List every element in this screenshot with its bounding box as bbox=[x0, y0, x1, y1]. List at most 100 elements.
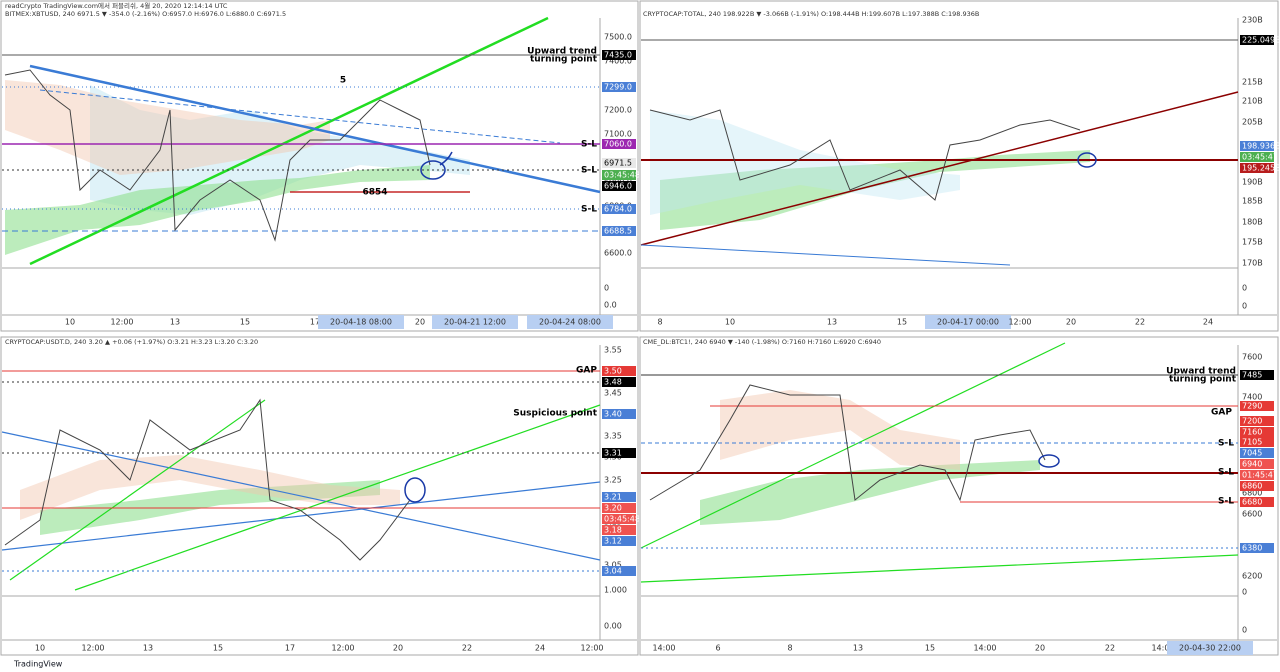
footer-logo: TradingView bbox=[13, 660, 63, 669]
price-label-box bbox=[602, 448, 636, 458]
price-label: 6680 bbox=[1242, 498, 1262, 507]
time-label: 13 bbox=[853, 644, 863, 653]
price-label-box bbox=[602, 525, 636, 535]
price-label-box bbox=[1240, 481, 1274, 491]
price-label: 3.04 bbox=[604, 567, 622, 576]
price-label: 7200 bbox=[1242, 417, 1262, 426]
time-label: 22 bbox=[1105, 644, 1115, 653]
time-label: 10 bbox=[35, 644, 45, 653]
price-label-box bbox=[602, 226, 636, 236]
time-label: 12:00 bbox=[1008, 318, 1031, 327]
price-tick: 7500.0 bbox=[604, 33, 632, 42]
time-label: 20 bbox=[393, 644, 403, 653]
time-label: 20-04-24 08:00 bbox=[539, 318, 601, 327]
price-tick: 7400 bbox=[1242, 393, 1262, 402]
price-tick: 185B bbox=[1242, 197, 1263, 206]
time-label-box bbox=[925, 315, 1011, 329]
time-label: 24 bbox=[1203, 318, 1213, 327]
time-label: 12:00 bbox=[81, 644, 104, 653]
price-tick: 7200.0 bbox=[604, 106, 632, 115]
price-label: 3.50 bbox=[604, 367, 622, 376]
symbol-line: BITMEX:XBTUSD, 240 6971.5 ▼ -354.0 (-2.1… bbox=[5, 10, 286, 18]
time-label: 20 bbox=[1066, 318, 1076, 327]
time-label: 15 bbox=[240, 318, 250, 327]
price-label-box bbox=[1240, 543, 1274, 553]
time-label: 12:00 bbox=[580, 644, 603, 653]
time-label: 20-04-17 00:00 bbox=[937, 318, 999, 327]
price-label-box bbox=[602, 158, 636, 168]
price-label: 6688.5 bbox=[604, 227, 632, 236]
time-label-box bbox=[527, 315, 613, 329]
price-label: 6860 bbox=[1242, 482, 1262, 491]
indicator-tick: 0.00 bbox=[604, 622, 622, 631]
price-label: 195.245B bbox=[1242, 164, 1280, 173]
price-label: 6940 bbox=[1242, 460, 1262, 469]
price-label-box bbox=[1240, 448, 1274, 458]
time-label: 14:00 bbox=[652, 644, 675, 653]
price-tick: 210B bbox=[1242, 97, 1263, 106]
time-label: 20 bbox=[1035, 644, 1045, 653]
price-tick: 3.45 bbox=[604, 389, 622, 398]
price-label-box bbox=[602, 82, 636, 92]
annotation: S-L bbox=[581, 205, 597, 215]
price-label: 3.40 bbox=[604, 410, 622, 419]
price-label: 7105 bbox=[1242, 438, 1262, 447]
time-label-box bbox=[432, 315, 518, 329]
price-tick: 180B bbox=[1242, 218, 1263, 227]
chart-drawings-3 bbox=[1, 370, 601, 591]
price-label-box bbox=[602, 514, 636, 524]
price-label: 03:45:48 bbox=[604, 515, 640, 524]
time-label: 6 bbox=[715, 644, 720, 653]
price-label-box bbox=[1240, 427, 1274, 437]
price-tick: 6800 bbox=[1242, 489, 1262, 498]
annotation: Upward trend bbox=[527, 47, 597, 57]
price-tick: 175B bbox=[1242, 238, 1263, 247]
price-label: 03:45:47 bbox=[1242, 153, 1278, 162]
price-label-box bbox=[602, 204, 636, 214]
time-label-box bbox=[1167, 641, 1253, 655]
price-label: 3.18 bbox=[604, 526, 622, 535]
annotation: GAP bbox=[1211, 408, 1232, 418]
annotation: S-L bbox=[1218, 497, 1234, 507]
time-label: 13 bbox=[827, 318, 837, 327]
price-tick: 6200 bbox=[1242, 572, 1262, 581]
time-label: 15 bbox=[213, 644, 223, 653]
time-label: 20-04-18 08:00 bbox=[330, 318, 392, 327]
time-label-box bbox=[318, 315, 404, 329]
time-label: 22 bbox=[462, 644, 472, 653]
symbol-line: CRYPTOCAP:USDT.D, 240 3.20 ▲ +0.06 (+1.9… bbox=[5, 338, 258, 346]
annotation: 5 bbox=[340, 76, 346, 86]
price-label-box bbox=[1240, 416, 1274, 426]
annotation: S-L bbox=[581, 166, 597, 176]
price-tick: 3.05 bbox=[604, 561, 622, 570]
price-label-box bbox=[602, 50, 636, 60]
price-label-box bbox=[602, 377, 636, 387]
price-tick: 3.35 bbox=[604, 432, 622, 441]
annotation: Upward trend bbox=[1166, 367, 1236, 377]
price-label: 7290 bbox=[1242, 402, 1262, 411]
price-label: 7435.0 bbox=[604, 51, 632, 60]
price-label: 7045 bbox=[1242, 449, 1262, 458]
indicator-tick: 0.0 bbox=[604, 301, 617, 310]
price-tick: 7400.0 bbox=[604, 57, 632, 66]
price-tick: 3.55 bbox=[604, 346, 622, 355]
price-label-box bbox=[602, 409, 636, 419]
price-label-box bbox=[1240, 152, 1274, 162]
annotation: GAP bbox=[576, 366, 597, 376]
indicator-tick: 1.000 bbox=[604, 586, 627, 595]
chart-drawings-4 bbox=[640, 342, 1239, 583]
time-label: 20 bbox=[415, 318, 425, 327]
chart-drawings-2 bbox=[640, 39, 1239, 266]
price-tick: 215B bbox=[1242, 78, 1263, 87]
annotation: Suspicious point bbox=[513, 409, 597, 419]
price-label: 6946.0 bbox=[604, 182, 632, 191]
time-label: 17 bbox=[285, 644, 295, 653]
annotation: 6854 bbox=[362, 188, 387, 198]
price-label-box bbox=[1240, 141, 1274, 151]
publisher-line: readCrypto TradingView.com에서 퍼블리쉬, 4월 20… bbox=[5, 1, 228, 10]
price-label-box bbox=[1240, 470, 1274, 480]
price-label: 6971.5 bbox=[604, 159, 632, 168]
annotation: S-L bbox=[581, 140, 597, 150]
price-label: 7299.0 bbox=[604, 83, 632, 92]
